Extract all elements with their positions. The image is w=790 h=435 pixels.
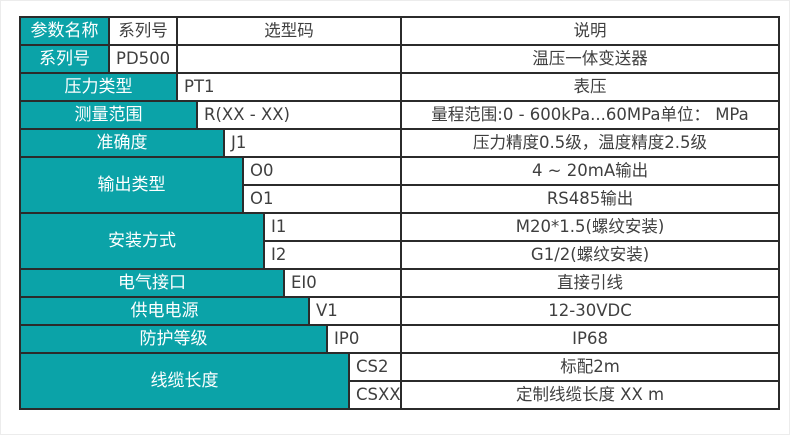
code-cell-pd500: PD500 xyxy=(108,44,178,74)
code-cell-j1: J1 xyxy=(222,128,403,158)
code-cell-range: R(XX - XX) xyxy=(195,100,403,130)
header-cell-code: 选型码 xyxy=(175,16,403,46)
row-measure-range: 测量范围 R(XX - XX) 量程范围:0 - 600kPa...60MPa单… xyxy=(19,100,781,130)
param-label-accuracy: 准确度 xyxy=(19,128,225,158)
desc-cell-mounting-i2: G1/2(螺纹安装) xyxy=(400,240,781,270)
header-cell-param: 参数名称 xyxy=(19,16,110,46)
code-cell-ei0: EI0 xyxy=(282,268,403,298)
empty-cell xyxy=(175,44,403,74)
param-label-series: 系列号 xyxy=(19,44,110,74)
param-label-electrical-interface: 电气接口 xyxy=(19,268,285,298)
param-label-mounting: 安装方式 xyxy=(19,212,265,270)
row-electrical-interface: 电气接口 EI0 直接引线 xyxy=(19,268,781,298)
desc-cell-cable-cs2: 标配2m xyxy=(400,352,781,382)
row-mounting-2: I2 G1/2(螺纹安装) xyxy=(20,240,781,270)
desc-cell-output-o1: RS485输出 xyxy=(400,184,781,214)
selection-code-table: 参数名称 系列号 选型码 说明 系列号 PD500 温压一体变送器 压力类型 P… xyxy=(19,16,781,410)
row-output-type-2: O1 RS485输出 xyxy=(20,184,781,214)
row-pressure-type: 压力类型 PT1 表压 xyxy=(19,72,781,102)
code-cell-v1: V1 xyxy=(307,296,403,326)
header-row: 参数名称 系列号 选型码 说明 xyxy=(19,16,781,46)
desc-cell-electrical-interface: 直接引线 xyxy=(400,268,781,298)
row-cable-length-1: 线缆长度 CS2 标配2m xyxy=(19,352,781,410)
row-protection-rating: 防护等级 IP0 IP68 xyxy=(19,324,781,354)
desc-cell-series: 温压一体变送器 xyxy=(400,44,781,74)
code-cell-cs2: CS2 xyxy=(347,352,403,382)
row-cable-length-2: CSXX 定制线缆长度 XX m xyxy=(20,380,781,410)
header-cell-series: 系列号 xyxy=(108,16,178,46)
desc-cell-power-supply: 12-30VDC xyxy=(400,296,781,326)
desc-cell-protection-rating: IP68 xyxy=(400,324,781,354)
desc-cell-accuracy: 压力精度0.5级，温度精度2.5级 xyxy=(400,128,781,158)
header-cell-desc: 说明 xyxy=(400,16,781,46)
code-cell-ip0: IP0 xyxy=(325,324,403,354)
code-cell-csxx: CSXX xyxy=(347,380,403,410)
code-cell-pt1: PT1 xyxy=(175,72,403,102)
desc-cell-pressure-type: 表压 xyxy=(400,72,781,102)
row-output-type-1: 输出类型 O0 4 ~ 20mA输出 xyxy=(19,156,781,214)
param-label-power-supply: 供电电源 xyxy=(19,296,310,326)
row-power-supply: 供电电源 V1 12-30VDC xyxy=(19,296,781,326)
desc-cell-output-o0: 4 ~ 20mA输出 xyxy=(400,156,781,186)
param-label-protection-rating: 防护等级 xyxy=(19,324,328,354)
row-accuracy: 准确度 J1 压力精度0.5级，温度精度2.5级 xyxy=(19,128,781,158)
code-cell-i2: I2 xyxy=(262,240,403,270)
code-cell-o1: O1 xyxy=(241,184,403,214)
desc-cell-measure-range: 量程范围:0 - 600kPa...60MPa单位： MPa xyxy=(400,100,781,130)
param-label-pressure-type: 压力类型 xyxy=(19,72,178,102)
param-label-measure-range: 测量范围 xyxy=(19,100,198,130)
row-series: 系列号 PD500 温压一体变送器 xyxy=(19,44,781,74)
code-cell-i1: I1 xyxy=(262,212,403,242)
param-label-cable-length: 线缆长度 xyxy=(19,352,350,410)
desc-cell-mounting-i1: M20*1.5(螺纹安装) xyxy=(400,212,781,242)
code-cell-o0: O0 xyxy=(241,156,403,186)
row-mounting-1: 安装方式 I1 M20*1.5(螺纹安装) xyxy=(19,212,781,270)
desc-cell-cable-csxx: 定制线缆长度 XX m xyxy=(400,380,781,410)
param-label-output-type: 输出类型 xyxy=(19,156,244,214)
